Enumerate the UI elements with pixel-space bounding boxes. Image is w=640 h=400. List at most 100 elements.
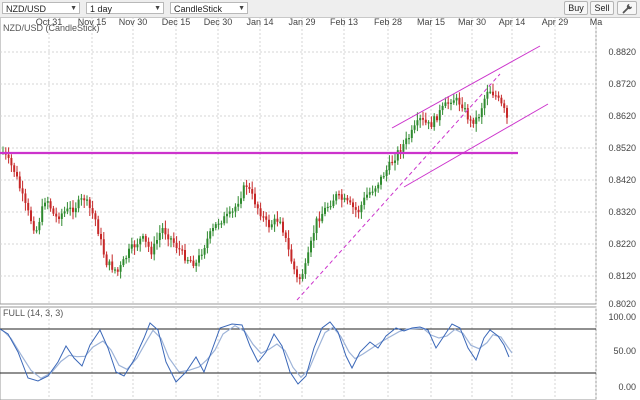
- candle-body: [301, 274, 304, 279]
- candle-body: [60, 213, 63, 219]
- osc-level-0: 0.00: [618, 382, 636, 392]
- wrench-icon: [622, 3, 632, 14]
- candle-body: [461, 104, 464, 109]
- sell-button[interactable]: Sell: [590, 1, 614, 15]
- candle-body: [377, 184, 380, 189]
- candle-body: [72, 207, 74, 213]
- candle-body: [287, 237, 290, 250]
- candle-body: [318, 218, 321, 222]
- date-label: Dec 30: [204, 17, 233, 27]
- candle-body: [108, 261, 111, 266]
- candle-body: [251, 189, 254, 194]
- candle-body: [366, 194, 368, 198]
- date-axis: Oct 31 Nov 15 Nov 30 Dec 15 Dec 30 Jan 14 Jan …: [36, 17, 603, 27]
- candle-body: [189, 259, 192, 262]
- candle-body: [455, 97, 458, 101]
- candle-body: [346, 197, 349, 201]
- date-label: Jan 29: [288, 17, 315, 27]
- candle-body: [436, 116, 438, 121]
- chart-toolbar: NZD/USD ▼ 1 day ▼ CandleStick ▼ Buy Sell: [0, 0, 640, 18]
- candle-body: [30, 210, 32, 222]
- candle-body: [276, 218, 279, 222]
- candle-body: [354, 207, 357, 210]
- chart-type-select[interactable]: CandleStick ▼: [170, 2, 248, 14]
- candle-body: [506, 107, 508, 118]
- settings-button[interactable]: [617, 1, 637, 15]
- candle-body: [388, 161, 391, 171]
- candle-body: [273, 218, 276, 225]
- candle-body: [209, 231, 212, 239]
- candle-body: [102, 239, 105, 255]
- candle-body: [254, 193, 256, 205]
- candle-body: [44, 202, 46, 207]
- candle-body: [450, 102, 452, 104]
- oscillator-vertical-grid: [48, 307, 597, 400]
- candle-body: [170, 238, 172, 240]
- symbol-select[interactable]: NZD/USD ▼: [2, 2, 80, 14]
- candle-body: [234, 206, 237, 212]
- osc-level-100: 100.00: [608, 312, 636, 322]
- candle-body: [494, 95, 497, 97]
- candle-body: [385, 170, 388, 177]
- price-label: 0.8520: [608, 143, 636, 153]
- channel-upper-line[interactable]: [391, 45, 541, 129]
- candle-body: [97, 219, 100, 234]
- candle-body: [368, 192, 371, 195]
- candle-body: [469, 119, 472, 121]
- candle-body: [46, 201, 49, 203]
- candle-body: [142, 236, 144, 239]
- candle-body: [27, 202, 30, 211]
- candle-body: [116, 269, 119, 272]
- candle-body: [422, 118, 424, 120]
- price-label: 0.8720: [608, 79, 636, 89]
- main-plot-area: [0, 16, 597, 305]
- candle-body: [290, 249, 293, 262]
- candle-body: [430, 122, 433, 127]
- candle-body: [332, 200, 335, 207]
- candle-body: [475, 117, 478, 124]
- candle-body: [256, 204, 259, 209]
- candle-body: [245, 185, 248, 187]
- candle-body: [32, 221, 35, 231]
- trendlines[interactable]: [0, 45, 549, 301]
- candle-body: [237, 203, 240, 207]
- candle-body: [438, 110, 441, 121]
- timeframe-value: 1 day: [90, 4, 113, 14]
- candle-body: [158, 232, 161, 240]
- candle-body: [94, 213, 97, 220]
- candle-body: [242, 185, 245, 199]
- candle-body: [167, 234, 170, 240]
- candle-body: [66, 208, 69, 212]
- candle-body: [321, 213, 324, 222]
- candle-body: [214, 224, 217, 229]
- candle-body: [315, 218, 318, 234]
- dashed-trendline[interactable]: [296, 73, 501, 301]
- candle-body: [18, 176, 21, 189]
- main-panel: Oct 31 Nov 15 Nov 30 Dec 15 Dec 30 Jan 14 Jan …: [0, 16, 636, 309]
- timeframe-select[interactable]: 1 day ▼: [86, 2, 164, 14]
- candle-body: [340, 194, 343, 200]
- candle-body: [35, 230, 38, 232]
- candle-body: [304, 263, 307, 275]
- candle-body: [352, 202, 354, 208]
- candle-body: [114, 269, 116, 271]
- buy-button[interactable]: Buy: [564, 1, 588, 15]
- candle-body: [161, 228, 164, 233]
- candle-body: [198, 255, 200, 263]
- candle-body: [156, 239, 158, 244]
- candle-body: [184, 250, 186, 261]
- candle-body: [307, 252, 310, 264]
- date-label: Jan 14: [246, 17, 273, 27]
- candle-body: [441, 105, 444, 111]
- candle-body: [268, 219, 270, 228]
- candle-body: [223, 216, 226, 224]
- candle-body: [326, 206, 329, 209]
- candle-body: [240, 198, 242, 204]
- price-label: 0.8820: [608, 47, 636, 57]
- price-axis: 0.8820 0.8720 0.8620 0.8520 0.8420 0.8320 0.82…: [608, 47, 636, 309]
- candle-body: [394, 160, 396, 163]
- date-label: Nov 15: [78, 17, 107, 27]
- price-label: 0.8620: [608, 111, 636, 121]
- channel-lower-line[interactable]: [403, 103, 549, 188]
